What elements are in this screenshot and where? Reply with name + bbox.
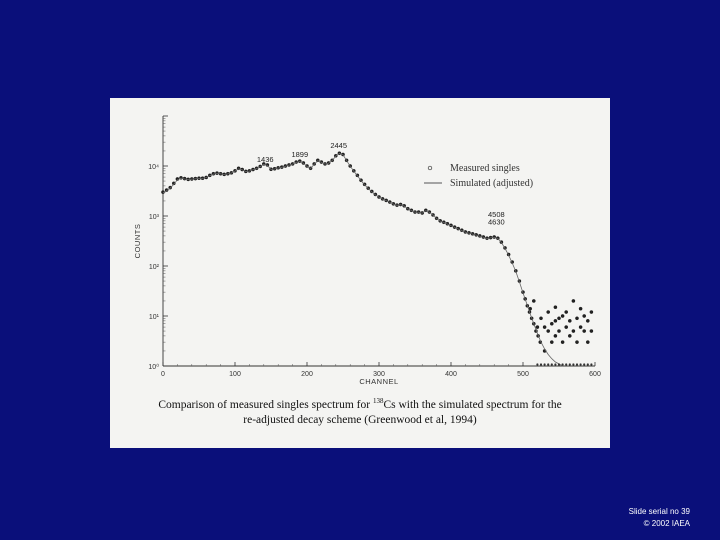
baseline-point [579,363,582,366]
measured-point [535,325,540,329]
measured-point [578,306,583,311]
measured-point [531,299,536,303]
copyright-notice: © 2002 IAEA [643,519,690,528]
measured-point [585,319,590,323]
measured-point [560,314,565,318]
baseline-point [572,363,575,366]
y-axis-title: COUNTS [133,224,142,259]
baseline-point [590,363,593,366]
measured-point [546,329,551,333]
measured-point [567,319,572,323]
x-tick-label: 200 [301,371,313,378]
peak-label: 1899 [291,150,308,159]
caption-isotope-mass: 138 [372,397,384,405]
measured-point [582,329,587,333]
simulated-spectrum-line [162,153,563,367]
measured-point [575,316,579,321]
caption-text-after: Cs with the simulated spectrum for the [383,398,562,411]
measured-point [567,334,572,338]
measured-point [589,329,594,333]
measured-point [546,310,551,314]
slide-serial-number: Slide serial no 39 [628,507,690,516]
baseline-point [586,363,589,366]
measured-point [560,340,565,344]
measured-point [553,334,558,338]
y-tick-label: 10³ [149,214,160,221]
figure-caption: Comparison of measured singles spectrum … [110,394,610,428]
measured-point [542,325,547,329]
baseline-point [536,363,539,366]
peak-label: 4508 [488,210,505,219]
baseline-point [583,363,586,366]
slide-footer: Slide serial no 39 © 2002 IAEA [629,506,690,530]
legend-measured-label: Measured singles [450,163,520,174]
measured-point [557,329,561,333]
measured-point [549,340,554,344]
y-tick-label: 10⁴ [148,164,159,171]
caption-line-2: re-adjusted decay scheme (Greenwood et a… [243,413,477,426]
y-tick-label: 10² [149,264,160,271]
measured-point [589,310,594,314]
x-tick-label: 0 [161,371,165,378]
measured-point [582,314,587,318]
caption-text-before: Comparison of measured singles spectrum … [158,398,373,411]
x-tick-label: 100 [229,371,241,378]
x-tick-label: 400 [445,371,457,378]
x-tick-label: 600 [589,371,601,378]
baseline-point [550,363,553,366]
measured-point [578,325,583,329]
legend-measured-marker [427,165,433,171]
baseline-point [565,363,568,366]
x-axis-title: CHANNEL [359,377,398,386]
x-tick-label: 500 [517,371,529,378]
baseline-point [568,363,571,366]
legend-simulated-label: Simulated (adjusted) [450,178,533,189]
measured-point [564,325,569,329]
peak-label: 4630 [488,218,505,227]
baseline-point [575,363,579,366]
spectrum-chart: 10⁰ 10¹ 10² 10³ 10⁴ 0 100 200 300 400 500 600 CHANNE… [133,115,601,386]
measured-point [553,305,558,309]
baseline-point [554,363,557,366]
x-tick-label: 300 [373,371,385,378]
peak-label: 2445 [330,141,347,150]
measured-point [553,319,558,323]
peak-label: 1436 [257,155,274,164]
baseline-point [557,363,561,366]
baseline-point [561,363,564,366]
measured-point [575,340,579,344]
y-tick-label: 10⁰ [148,363,159,371]
measured-point [539,316,543,321]
y-tick-label: 10¹ [149,314,160,321]
measured-point [172,181,176,186]
baseline-point [543,363,546,366]
baseline-point [539,363,543,366]
measured-point [585,340,590,344]
measured-point [557,316,561,321]
measured-point [571,329,576,333]
measured-point [571,299,576,303]
measured-point [549,321,554,326]
figure-panel: 10⁰ 10¹ 10² 10³ 10⁴ 0 100 200 300 400 500 600 CHANNE… [110,98,610,448]
measured-point [564,310,569,314]
baseline-point [547,363,550,366]
